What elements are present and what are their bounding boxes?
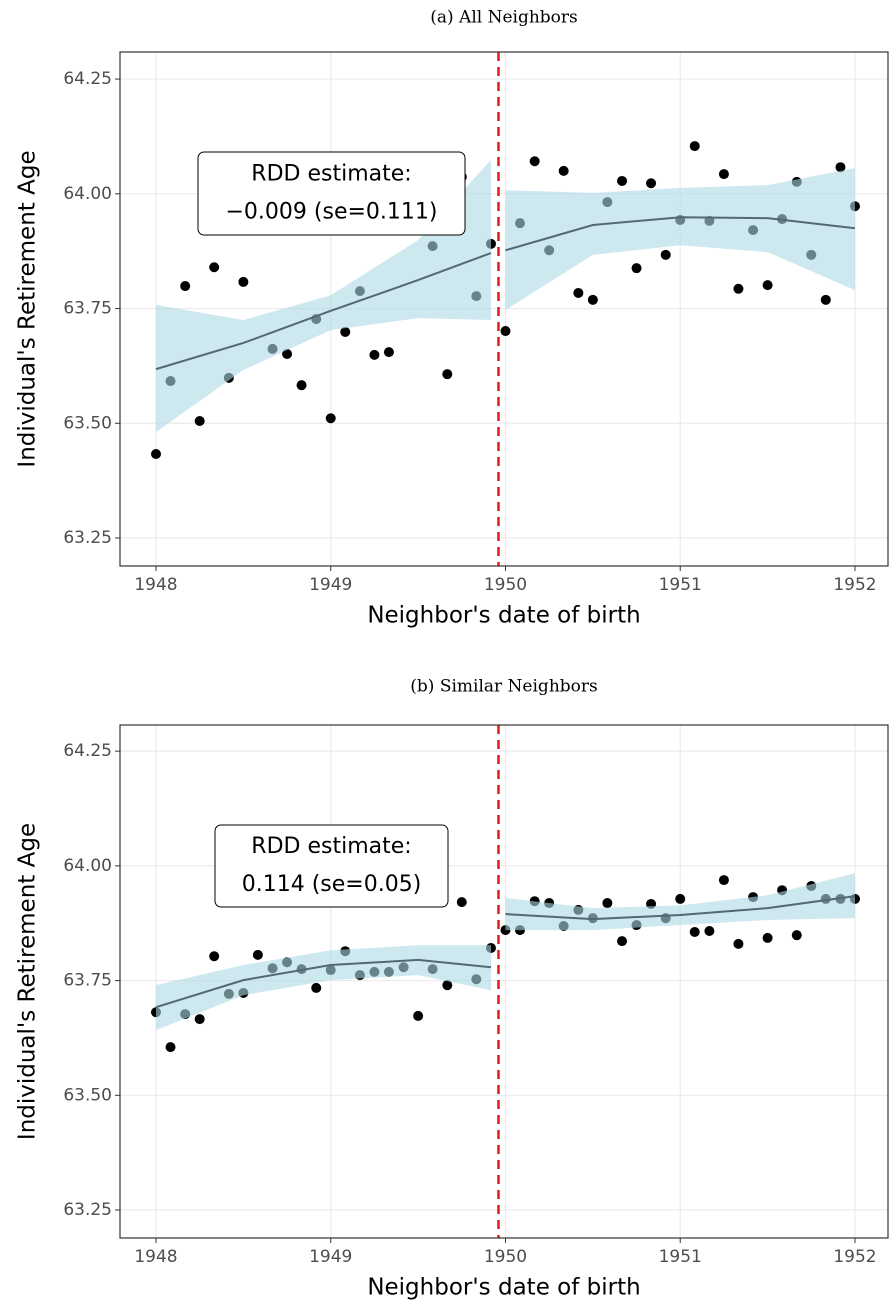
y-tick-label: 63.25 — [63, 528, 112, 548]
x-tick-label: 1948 — [134, 575, 177, 595]
y-axis-title: Individual's Retirement Age — [15, 150, 41, 467]
data-point — [617, 936, 628, 947]
fit-line — [505, 895, 856, 921]
data-point — [675, 893, 686, 904]
data-point — [704, 926, 715, 937]
data-point — [762, 932, 773, 943]
data-point — [820, 294, 831, 305]
data-point — [733, 283, 744, 294]
x-tick-label: 1948 — [134, 1247, 177, 1267]
y-tick-label: 64.25 — [63, 741, 112, 761]
annotation-box — [197, 151, 466, 236]
data-point — [311, 982, 322, 993]
confidence-band — [155, 945, 491, 1031]
annotation-box — [214, 824, 449, 908]
data-point — [165, 1042, 176, 1053]
data-point — [413, 1010, 424, 1021]
x-tick-label: 1952 — [833, 575, 876, 595]
fit-line — [505, 216, 856, 252]
fit-line — [155, 958, 492, 1009]
data-point — [718, 875, 729, 886]
x-tick-label: 1949 — [309, 575, 352, 595]
data-point — [238, 276, 249, 287]
data-point — [660, 249, 671, 260]
data-point — [383, 347, 394, 358]
data-point — [646, 178, 657, 189]
x-tick-label: 1950 — [484, 1247, 527, 1267]
x-axis-title: Neighbor's date of birth — [367, 1275, 640, 1301]
x-tick-label: 1951 — [659, 1247, 702, 1267]
y-tick-label: 63.50 — [63, 413, 112, 433]
data-point — [573, 287, 584, 298]
confidence-band — [505, 873, 855, 931]
plot-border — [119, 51, 889, 567]
x-axis-title: Neighbor's date of birth — [367, 603, 640, 629]
data-point — [689, 926, 700, 937]
data-point — [442, 980, 453, 991]
y-tick-label: 63.25 — [63, 1200, 112, 1220]
data-point — [252, 949, 263, 960]
data-point — [194, 1014, 205, 1025]
annotation-text: −0.009 (se=0.111) — [226, 200, 438, 225]
data-point — [296, 380, 307, 391]
data-point — [456, 897, 467, 908]
data-point — [558, 165, 569, 176]
data-point — [762, 280, 773, 291]
data-point — [689, 141, 700, 152]
y-tick-label: 63.75 — [63, 971, 112, 991]
y-tick-label: 64.00 — [63, 184, 112, 204]
data-point — [500, 326, 511, 337]
annotation-text: RDD estimate: — [251, 834, 411, 859]
data-point — [282, 348, 293, 359]
data-point — [442, 369, 453, 380]
data-point — [529, 156, 540, 167]
data-point — [369, 349, 380, 360]
data-point — [209, 951, 220, 962]
data-point — [617, 175, 628, 186]
panel-title: (b) Similar Neighbors — [410, 677, 597, 697]
confidence-band — [155, 159, 491, 432]
annotation-text: 0.114 (se=0.05) — [242, 872, 422, 897]
data-point — [325, 413, 336, 424]
fit-line — [155, 252, 492, 371]
data-point — [602, 898, 613, 909]
x-tick-label: 1949 — [309, 1247, 352, 1267]
y-tick-label: 63.50 — [63, 1085, 112, 1105]
x-tick-label: 1952 — [833, 1247, 876, 1267]
data-point — [733, 938, 744, 949]
data-point — [180, 281, 191, 292]
plot-border — [119, 724, 889, 1239]
annotation-text: RDD estimate: — [251, 161, 411, 186]
data-point — [340, 326, 351, 337]
y-tick-label: 64.25 — [63, 69, 112, 89]
data-point — [835, 162, 846, 173]
panel: (b) Similar Neighbors 63.25 63.50 63.75 64.0… — [15, 677, 889, 1301]
data-point — [587, 294, 598, 305]
data-point — [150, 449, 161, 460]
panel: (a) All Neighbors 63.25 63.50 63.75 64.00 64.… — [15, 8, 889, 629]
panel-title: (a) All Neighbors — [430, 8, 578, 28]
x-tick-label: 1950 — [484, 575, 527, 595]
data-point — [718, 169, 729, 180]
data-point — [194, 415, 205, 426]
data-point — [791, 930, 802, 941]
data-point — [631, 263, 642, 274]
y-tick-label: 64.00 — [63, 856, 112, 876]
data-point — [209, 262, 220, 273]
y-tick-label: 63.75 — [63, 299, 112, 319]
confidence-band — [505, 168, 855, 310]
y-axis-title: Individual's Retirement Age — [15, 823, 41, 1140]
x-tick-label: 1951 — [659, 575, 702, 595]
